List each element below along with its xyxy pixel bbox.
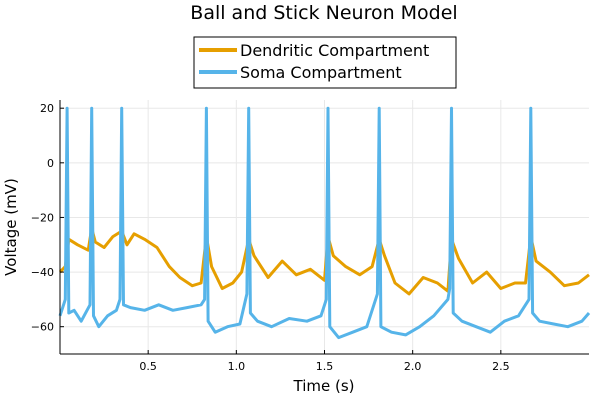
x-axis-label: Time (s) [293,377,355,395]
chart-title: Ball and Stick Neuron Model [190,2,457,24]
y-tick-label: 0 [47,157,54,170]
legend-box [193,36,457,89]
x-tick-label: 2.0 [404,360,422,373]
x-ticks: 0.5 1.0 1.5 2.0 2.5 [139,350,510,373]
x-tick-label: 0.5 [139,360,157,373]
y-tick-label: −40 [31,266,54,279]
y-ticks: 20 0 −20 −40 −60 [31,102,64,334]
y-tick-label: 20 [40,102,54,115]
y-axis-label: Voltage (mV) [2,178,20,276]
x-tick-label: 2.5 [492,360,510,373]
soma-series-line [58,106,591,340]
legend-label-soma: Soma Compartment [240,63,402,82]
legend-label-dendritic: Dendritic Compartment [240,41,429,60]
grid [60,100,589,354]
plot-lines [58,106,591,340]
y-tick-label: −60 [31,321,54,334]
x-tick-label: 1.0 [228,360,246,373]
y-tick-label: −20 [31,211,54,224]
x-tick-label: 1.5 [316,360,334,373]
legend: Dendritic Compartment Soma Compartment [193,36,457,89]
